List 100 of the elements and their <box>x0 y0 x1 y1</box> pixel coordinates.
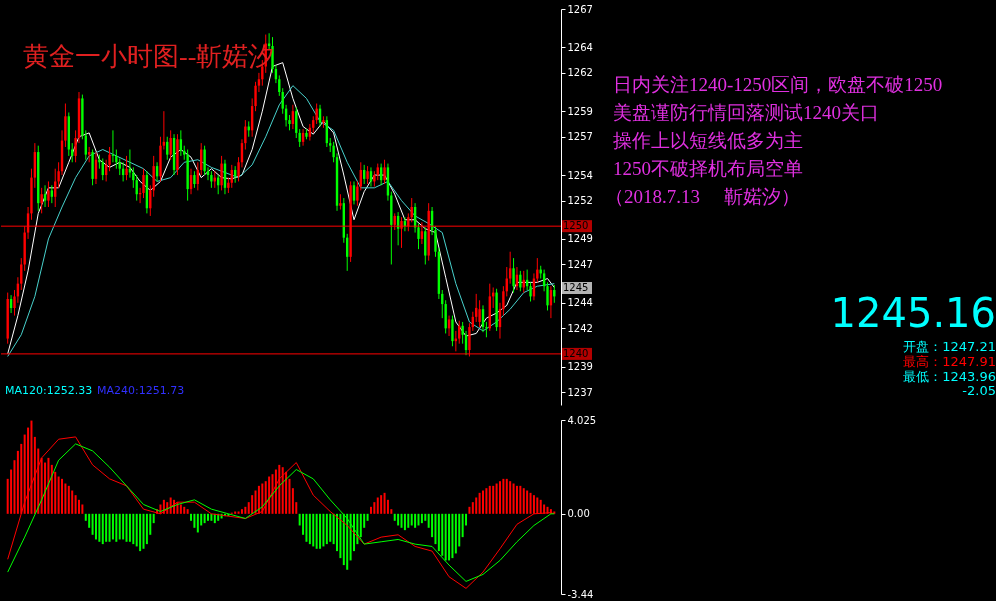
bar <box>539 499 542 514</box>
candlestick <box>512 257 515 294</box>
y-tick-label: 1239 <box>567 361 593 373</box>
bar <box>61 478 64 514</box>
bar <box>13 460 16 514</box>
bar <box>196 513 199 533</box>
candlestick <box>47 180 50 208</box>
bar <box>47 457 50 514</box>
bar <box>139 513 142 552</box>
bar <box>437 513 440 552</box>
bar <box>397 513 400 526</box>
bar <box>366 513 369 521</box>
candlestick <box>43 184 47 208</box>
bar <box>105 513 108 542</box>
bar <box>522 488 525 514</box>
annotation: MA240:1251.73 <box>97 384 185 397</box>
bar <box>488 485 491 514</box>
bar <box>346 513 349 570</box>
bar <box>40 457 43 514</box>
bar <box>244 506 247 514</box>
bar <box>441 513 444 556</box>
y-tick-label: 1247 <box>567 258 593 270</box>
bar <box>410 513 413 526</box>
bar <box>373 502 376 514</box>
text: -2.05 <box>962 383 996 398</box>
bar <box>240 509 243 514</box>
bar <box>207 513 210 521</box>
bar <box>342 513 345 566</box>
bar <box>50 464 53 514</box>
bar <box>271 474 274 514</box>
bar <box>91 513 94 535</box>
bar <box>509 481 512 514</box>
candlestick <box>40 187 43 214</box>
bar <box>502 478 505 514</box>
bar <box>512 483 515 514</box>
bar <box>505 478 508 514</box>
candlestick <box>383 159 386 185</box>
bar <box>125 513 128 542</box>
bar <box>475 497 478 514</box>
text: 操作上以短线低多为主 <box>613 130 803 151</box>
bar <box>400 513 403 528</box>
y-tick-label: 1237 <box>567 386 593 398</box>
bar <box>285 471 288 514</box>
bar <box>315 513 318 549</box>
bar <box>308 513 311 545</box>
y-tick-label: 0.00 <box>567 508 590 520</box>
bar <box>376 497 379 514</box>
bar <box>407 513 410 528</box>
text: 最高：1247.91 <box>903 354 996 369</box>
bar <box>71 490 74 514</box>
bar <box>193 513 196 528</box>
bar <box>495 483 498 514</box>
bar <box>536 497 539 514</box>
bar <box>383 492 386 514</box>
bar <box>403 513 406 531</box>
bar <box>448 513 451 561</box>
bar <box>359 513 362 538</box>
text: （2018.7.13 靳婼汐） <box>605 186 800 207</box>
bar <box>471 502 474 514</box>
y-tick-label: 1264 <box>567 41 593 53</box>
y-tick-label: 1249 <box>567 233 593 245</box>
annotation: 1245 <box>563 281 589 293</box>
y-tick-label: -3.44 <box>567 588 594 600</box>
bar <box>492 485 495 514</box>
y-tick-label: 1244 <box>567 297 593 309</box>
text: 开盘：1247.21 <box>903 339 996 354</box>
bar <box>251 495 254 514</box>
y-tick-label: 1267 <box>567 3 593 15</box>
text: 最低：1243.96 <box>903 369 996 384</box>
bar <box>485 488 488 514</box>
annotation: MA120:1252.33 <box>5 384 93 397</box>
bar <box>67 485 70 514</box>
candlestick <box>220 155 223 191</box>
bar <box>325 513 328 545</box>
y-tick-label: 1259 <box>567 105 593 117</box>
bar <box>291 488 294 514</box>
bar <box>434 513 437 545</box>
bar <box>145 513 148 545</box>
bar <box>278 464 281 514</box>
text: 1250不破择机布局空单 <box>613 158 803 179</box>
bar <box>88 513 91 528</box>
candlestick <box>142 168 145 199</box>
bar <box>94 513 97 540</box>
bar <box>482 490 485 514</box>
bar <box>417 513 420 526</box>
bar <box>74 495 77 514</box>
candlestick <box>519 270 522 292</box>
candlestick <box>169 129 172 161</box>
bar <box>186 509 189 514</box>
bar <box>529 492 532 514</box>
bar <box>203 513 206 524</box>
bar <box>44 462 47 514</box>
bar <box>111 513 114 540</box>
bar <box>132 513 135 545</box>
bar <box>268 476 271 514</box>
bar <box>183 506 186 514</box>
y-tick-label: 1242 <box>567 322 593 334</box>
bar <box>454 513 457 554</box>
bar <box>108 513 111 542</box>
bar <box>451 513 454 559</box>
